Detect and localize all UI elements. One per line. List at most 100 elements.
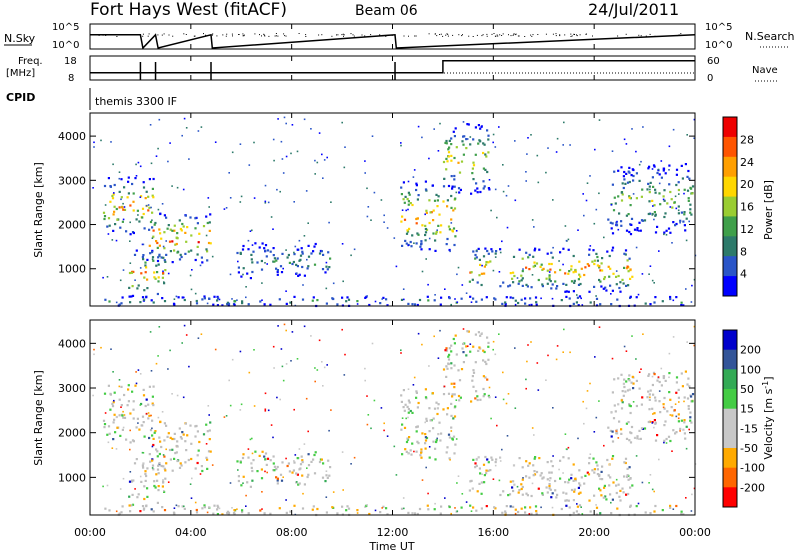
power-cell xyxy=(113,183,116,187)
power-cell xyxy=(460,297,463,300)
velocity-cell xyxy=(656,379,659,382)
velocity-cell xyxy=(93,348,95,351)
velocity-cell xyxy=(469,343,472,345)
velocity-cell xyxy=(264,410,267,412)
velocity-cell xyxy=(115,415,118,419)
power-cell xyxy=(442,185,446,188)
power-cell xyxy=(624,253,627,256)
velocity-cell xyxy=(196,454,199,457)
velocity-cell xyxy=(428,446,431,448)
velocity-cell xyxy=(548,485,551,488)
velocity-cell xyxy=(685,425,688,428)
nsearch-point xyxy=(518,35,520,37)
velocity-cell xyxy=(433,407,437,410)
power-cell xyxy=(562,247,565,250)
velocity-cell xyxy=(183,507,186,510)
velocity-cell xyxy=(599,512,602,515)
power-cell xyxy=(310,252,313,255)
velocity-cell xyxy=(240,484,243,487)
velocity-cell xyxy=(474,361,477,364)
power-cell xyxy=(618,212,621,215)
velocity-cell xyxy=(649,512,652,515)
velocity-cell xyxy=(615,484,618,487)
velocity-cell xyxy=(132,479,135,482)
power-cell xyxy=(442,200,445,203)
power-cell xyxy=(428,157,430,160)
power-cell xyxy=(216,304,219,307)
velocity-cell xyxy=(400,400,403,403)
power-cell xyxy=(173,249,176,252)
velocity-cell xyxy=(672,429,675,432)
power-cell xyxy=(506,226,509,229)
power-cell xyxy=(574,270,577,273)
power-cell xyxy=(514,303,517,306)
velocity-cell xyxy=(432,427,435,430)
power-cell xyxy=(594,148,596,151)
velocity-cell xyxy=(249,438,252,441)
velocity-cell xyxy=(533,470,536,473)
velocity-cell xyxy=(663,424,666,427)
power-cell xyxy=(501,240,503,243)
power-cell xyxy=(245,286,247,288)
velocity-cell xyxy=(691,400,694,403)
velocity-cell xyxy=(296,457,299,460)
velocity-cell xyxy=(673,409,676,412)
velocity-cell xyxy=(562,491,565,494)
nsearch-point xyxy=(559,34,561,36)
power-cell xyxy=(567,272,570,275)
velocity-cell xyxy=(119,488,122,490)
power-cell xyxy=(481,125,483,127)
velocity-cell xyxy=(617,377,620,380)
power-cell xyxy=(405,232,409,235)
velocity-cell xyxy=(604,495,607,498)
power-cell xyxy=(615,270,618,272)
power-cell xyxy=(620,199,624,202)
velocity-cell xyxy=(322,385,324,387)
velocity-cell xyxy=(615,478,618,481)
power-cell xyxy=(175,295,178,298)
velocity-cell xyxy=(587,473,591,476)
power-cell xyxy=(194,227,197,230)
velocity-cell xyxy=(216,504,219,507)
velocity-cell xyxy=(624,457,628,460)
power-cell xyxy=(453,243,456,247)
nsearch-point xyxy=(379,34,381,36)
power-cell xyxy=(434,294,436,296)
velocity-cell xyxy=(446,446,449,449)
power-cell xyxy=(239,201,242,203)
power-cell xyxy=(638,221,641,224)
nsearch-point xyxy=(263,34,265,36)
power-cell xyxy=(487,261,490,264)
power-cell xyxy=(648,165,651,168)
power-cell xyxy=(264,184,267,187)
velocity-cell xyxy=(611,457,614,460)
power-cell xyxy=(307,255,311,258)
power-cell xyxy=(125,230,128,233)
power-cell xyxy=(169,250,172,253)
power-cell xyxy=(151,256,155,259)
power-cell xyxy=(664,212,667,215)
power-cell xyxy=(299,254,303,257)
power-cell xyxy=(242,273,244,276)
power-cell xyxy=(638,163,641,166)
power-cell xyxy=(592,249,595,252)
power-cell xyxy=(469,136,472,138)
power-cell xyxy=(671,206,674,209)
velocity-cell xyxy=(379,511,382,514)
velocity-cell xyxy=(297,483,300,486)
nsearch-point xyxy=(183,33,185,35)
velocity-cell xyxy=(516,485,519,488)
velocity-cell xyxy=(562,351,564,353)
colorbar-swatch xyxy=(723,467,737,488)
velocity-cell xyxy=(407,399,410,402)
power-cell xyxy=(233,300,236,303)
velocity-cell xyxy=(686,383,689,386)
power-cell xyxy=(161,203,164,205)
velocity-cell xyxy=(159,440,162,443)
velocity-cell xyxy=(326,364,328,366)
power-cell xyxy=(184,214,187,217)
velocity-cell xyxy=(629,441,633,444)
power-cell xyxy=(386,304,389,307)
power-cell xyxy=(504,303,507,306)
velocity-cell xyxy=(591,469,594,472)
